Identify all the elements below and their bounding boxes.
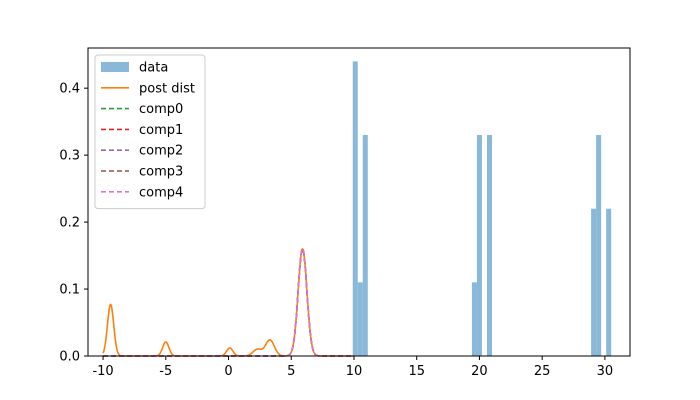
x-axis: -10 -5 0 5 10 15 20 25 30: [92, 356, 613, 379]
legend-entry-comp1: comp1: [101, 123, 183, 138]
legend-entry-post-dist: post dist: [101, 81, 195, 96]
x-tick-label-7: 25: [534, 364, 551, 379]
histogram-bars: [352, 61, 612, 357]
y-axis: 0.0 0.1 0.2 0.3 0.4: [59, 82, 88, 365]
x-tick-label-8: 30: [597, 364, 614, 379]
legend-label: data: [139, 61, 168, 76]
x-tick-label-3: 5: [287, 364, 295, 379]
histogram-bar-0: [352, 61, 358, 357]
legend-entry-comp2: comp2: [101, 144, 183, 159]
y-tick-label-3: 0.3: [59, 149, 80, 164]
series-line-comp2: [103, 247, 354, 357]
x-tick-label-4: 10: [346, 364, 363, 379]
histogram-bar-7: [596, 135, 602, 356]
x-tick-label-5: 15: [408, 364, 425, 379]
series-line-comp3: [103, 247, 354, 357]
x-tick-label-1: -5: [159, 364, 172, 379]
legend-entry-comp0: comp0: [101, 102, 183, 117]
histogram-bar-2: [362, 135, 368, 356]
series-line-post-dist: [102, 247, 354, 357]
legend-label: comp2: [139, 144, 183, 159]
legend-label: comp4: [139, 185, 183, 200]
y-tick-label-1: 0.1: [59, 283, 80, 298]
legend-entry-comp3: comp3: [101, 165, 183, 180]
x-tick-label-2: 0: [224, 364, 232, 379]
legend-label: comp0: [139, 102, 183, 117]
x-tick-label-6: 20: [471, 364, 488, 379]
legend-swatch: [101, 62, 129, 72]
plot-frame: [87, 47, 631, 357]
histogram-bar-3: [471, 282, 477, 356]
x-tick-label-0: -10: [92, 364, 113, 379]
legend-label: comp3: [139, 165, 183, 180]
y-tick-label-0: 0.0: [59, 350, 80, 365]
density-lines: [102, 247, 354, 357]
histogram-bar-4: [476, 135, 482, 356]
y-tick-label-4: 0.4: [59, 82, 80, 97]
series-line-comp1: [103, 247, 354, 357]
legend-entry-comp4: comp4: [101, 185, 183, 200]
histogram-bar-8: [606, 208, 612, 356]
legend-box: [94, 54, 206, 210]
legend-label: post dist: [139, 81, 195, 96]
legend-label: comp1: [139, 123, 183, 138]
histogram-bar-1: [357, 282, 363, 356]
series-line-comp0: [103, 247, 354, 357]
series-line-comp4: [103, 247, 354, 357]
legend: data post dist comp0 comp1 comp2 comp3 comp4: [94, 54, 206, 210]
histogram-bar-6: [591, 208, 597, 356]
histogram-bar-5: [486, 135, 492, 356]
y-tick-label-2: 0.2: [59, 216, 80, 231]
legend-entry-data: data: [101, 61, 168, 76]
